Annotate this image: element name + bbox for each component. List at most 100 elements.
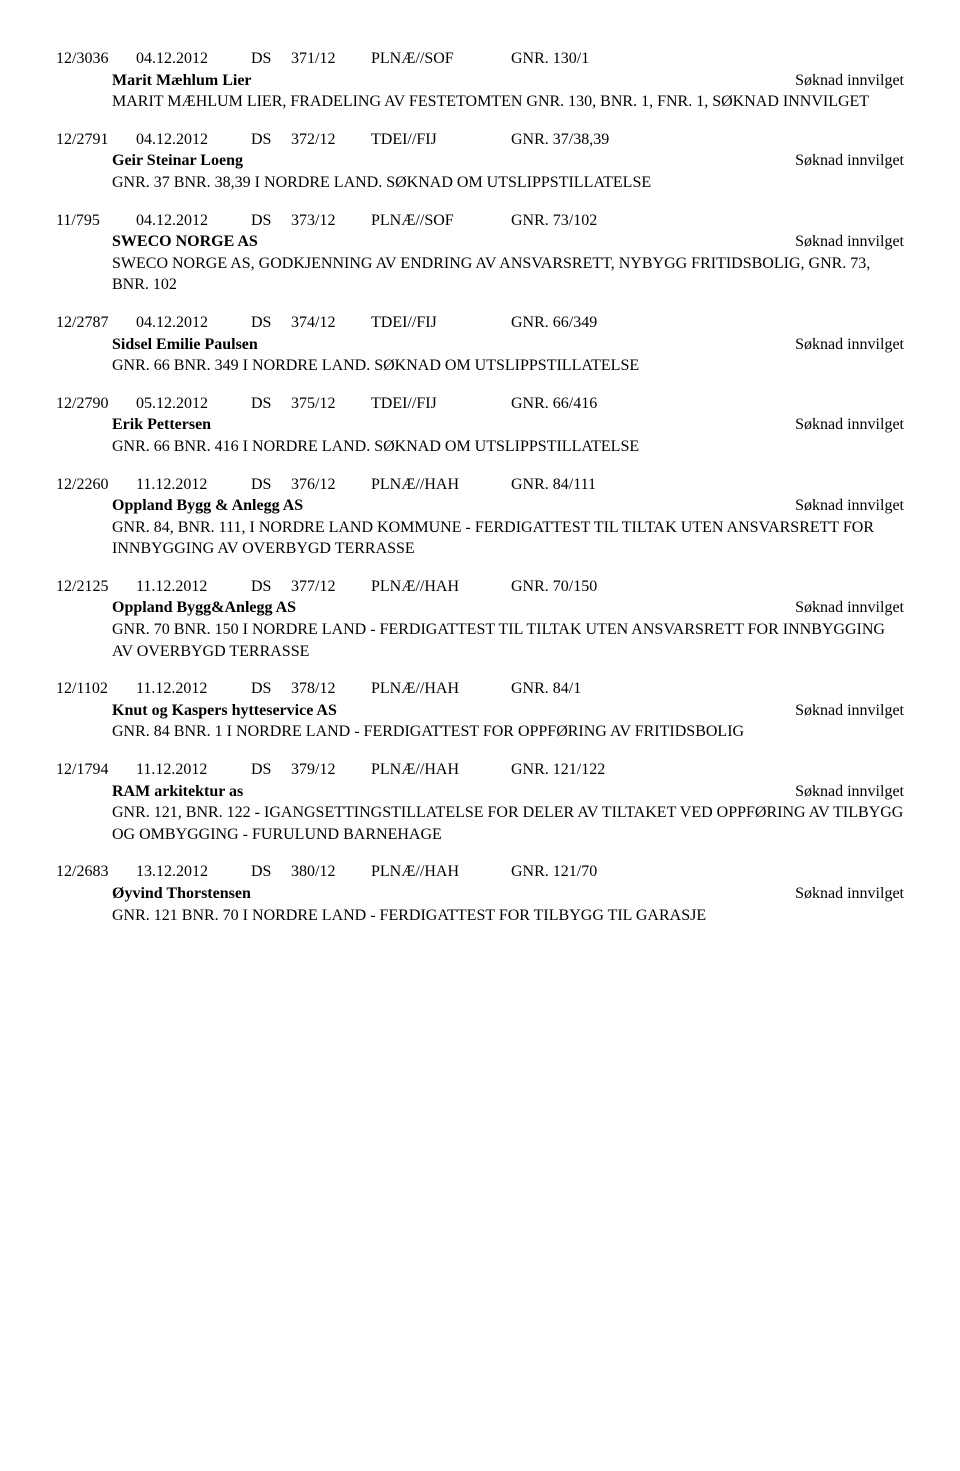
entry-number: 373/12 xyxy=(291,210,371,232)
entry-status: Søknad innvilget xyxy=(795,597,904,619)
entry-applicant-row: Marit Mæhlum Lier Søknad innvilget xyxy=(112,70,904,92)
entry-dept: PLNÆ//SOF xyxy=(371,48,511,70)
entry-gnr: GNR. 37/38,39 xyxy=(511,129,904,151)
entry-applicant: SWECO NORGE AS xyxy=(112,231,258,253)
entry-status: Søknad innvilget xyxy=(795,700,904,722)
entry-body: Marit Mæhlum LierSøknad innvilgetMARIT M… xyxy=(56,70,904,113)
entry-case: 12/2790 xyxy=(56,393,136,415)
entry-description: GNR. 84 BNR. 1 I NORDRE LAND - FERDIGATT… xyxy=(112,721,904,743)
entry-number: 378/12 xyxy=(291,678,371,700)
entry-case: 12/2683 xyxy=(56,861,136,883)
entry-applicant: Oppland Bygg & Anlegg AS xyxy=(112,495,303,517)
entry-description: GNR. 66 BNR. 349 I NORDRE LAND. SØKNAD O… xyxy=(112,355,904,377)
entry-description: GNR. 66 BNR. 416 I NORDRE LAND. SØKNAD O… xyxy=(112,436,904,458)
entry-number: 377/12 xyxy=(291,576,371,598)
entry-gnr: GNR. 70/150 xyxy=(511,576,904,598)
entry-header-row: 12/110211.12.2012DS378/12PLNÆ//HAHGNR. 8… xyxy=(56,678,904,700)
entry-status: Søknad innvilget xyxy=(795,150,904,172)
entry-description: GNR. 121, BNR. 122 - IGANGSETTINGSTILLAT… xyxy=(112,802,904,845)
entry-body: Oppland Bygg & Anlegg AS Søknad innvilget… xyxy=(56,495,904,560)
journal-entry: 12/279104.12.2012DS372/12TDEI//FIJGNR. 3… xyxy=(56,129,904,194)
entry-type: DS xyxy=(251,576,291,598)
entry-gnr: GNR. 130/1 xyxy=(511,48,904,70)
journal-entry: 12/268313.12.2012DS380/12PLNÆ//HAHGNR. 1… xyxy=(56,861,904,926)
entry-header-row: 12/303604.12.2012DS371/12PLNÆ//SOFGNR. 1… xyxy=(56,48,904,70)
entry-status: Søknad innvilget xyxy=(795,70,904,92)
entry-case: 12/2260 xyxy=(56,474,136,496)
entry-status: Søknad innvilget xyxy=(795,781,904,803)
entry-gnr: GNR. 66/349 xyxy=(511,312,904,334)
entry-number: 371/12 xyxy=(291,48,371,70)
entry-body: SWECO NORGE AS Søknad innvilgetSWECO NORG… xyxy=(56,231,904,296)
entry-dept: PLNÆ//HAH xyxy=(371,474,511,496)
journal-entry: 12/303604.12.2012DS371/12PLNÆ//SOFGNR. 1… xyxy=(56,48,904,113)
entry-date: 13.12.2012 xyxy=(136,861,251,883)
entry-header-row: 12/279104.12.2012DS372/12TDEI//FIJGNR. 3… xyxy=(56,129,904,151)
entry-type: DS xyxy=(251,48,291,70)
entry-status: Søknad innvilget xyxy=(795,495,904,517)
entry-header-row: 12/278704.12.2012DS374/12TDEI//FIJGNR. 6… xyxy=(56,312,904,334)
entry-date: 04.12.2012 xyxy=(136,129,251,151)
entry-status: Søknad innvilget xyxy=(795,414,904,436)
entry-number: 376/12 xyxy=(291,474,371,496)
journal-entry: 12/212511.12.2012DS377/12PLNÆ//HAHGNR. 7… xyxy=(56,576,904,662)
entry-case: 12/2125 xyxy=(56,576,136,598)
entry-description: SWECO NORGE AS, GODKJENNING AV ENDRING A… xyxy=(112,253,904,296)
entry-applicant-row: Sidsel Emilie PaulsenSøknad innvilget xyxy=(112,334,904,356)
entry-header-row: 12/268313.12.2012DS380/12PLNÆ//HAHGNR. 1… xyxy=(56,861,904,883)
entry-status: Søknad innvilget xyxy=(795,231,904,253)
journal-entry: 12/279005.12.2012DS375/12TDEI//FIJGNR. 6… xyxy=(56,393,904,458)
entry-applicant: RAM arkitektur as xyxy=(112,781,243,803)
entry-header-row: 12/279005.12.2012DS375/12TDEI//FIJGNR. 6… xyxy=(56,393,904,415)
entry-body: Erik PettersenSøknad innvilgetGNR. 66 BN… xyxy=(56,414,904,457)
entry-applicant: Øyvind Thorstensen xyxy=(112,883,251,905)
journal-entry: 12/179411.12.2012DS379/12PLNÆ//HAHGNR. 1… xyxy=(56,759,904,845)
entry-number: 372/12 xyxy=(291,129,371,151)
entry-applicant: Geir Steinar Loeng xyxy=(112,150,243,172)
entry-body: Geir Steinar Loeng Søknad innvilgetGNR. 3… xyxy=(56,150,904,193)
entry-type: DS xyxy=(251,861,291,883)
entry-applicant: Marit Mæhlum Lier xyxy=(112,70,252,92)
entry-dept: PLNÆ//HAH xyxy=(371,678,511,700)
entry-number: 375/12 xyxy=(291,393,371,415)
entry-gnr: GNR. 84/1 xyxy=(511,678,904,700)
entry-dept: PLNÆ//SOF xyxy=(371,210,511,232)
entry-applicant-row: Øyvind Thorstensen Søknad innvilget xyxy=(112,883,904,905)
entry-dept: TDEI//FIJ xyxy=(371,312,511,334)
entry-header-row: 12/212511.12.2012DS377/12PLNÆ//HAHGNR. 7… xyxy=(56,576,904,598)
entry-date: 05.12.2012 xyxy=(136,393,251,415)
entry-gnr: GNR. 121/70 xyxy=(511,861,904,883)
entry-gnr: GNR. 84/111 xyxy=(511,474,904,496)
entry-date: 04.12.2012 xyxy=(136,210,251,232)
entry-applicant-row: RAM arkitektur as Søknad innvilget xyxy=(112,781,904,803)
journal-entry: 12/278704.12.2012DS374/12TDEI//FIJGNR. 6… xyxy=(56,312,904,377)
entry-gnr: GNR. 121/122 xyxy=(511,759,904,781)
entry-date: 04.12.2012 xyxy=(136,48,251,70)
entry-description: GNR. 37 BNR. 38,39 I NORDRE LAND. SØKNAD… xyxy=(112,172,904,194)
entry-applicant-row: Geir Steinar Loeng Søknad innvilget xyxy=(112,150,904,172)
entry-applicant: Knut og Kaspers hytteservice AS xyxy=(112,700,337,722)
entry-case: 12/1102 xyxy=(56,678,136,700)
journal-entry: 11/79504.12.2012DS373/12PLNÆ//SOFGNR. 73… xyxy=(56,210,904,296)
entry-applicant: Oppland Bygg&Anlegg AS xyxy=(112,597,296,619)
entry-applicant-row: SWECO NORGE AS Søknad innvilget xyxy=(112,231,904,253)
entry-type: DS xyxy=(251,474,291,496)
entry-type: DS xyxy=(251,759,291,781)
entry-gnr: GNR. 73/102 xyxy=(511,210,904,232)
document-body: 12/303604.12.2012DS371/12PLNÆ//SOFGNR. 1… xyxy=(56,48,904,926)
entry-status: Søknad innvilget xyxy=(795,883,904,905)
entry-header-row: 12/226011.12.2012DS376/12PLNÆ//HAHGNR. 8… xyxy=(56,474,904,496)
entry-number: 374/12 xyxy=(291,312,371,334)
entry-type: DS xyxy=(251,678,291,700)
entry-description: GNR. 84, BNR. 111, I NORDRE LAND KOMMUNE… xyxy=(112,517,904,560)
entry-number: 379/12 xyxy=(291,759,371,781)
entry-body: Øyvind ThorstensenSøknad innvilgetGNR. 1… xyxy=(56,883,904,926)
entry-applicant-row: Oppland Bygg & Anlegg AS Søknad innvilget xyxy=(112,495,904,517)
entry-status: Søknad innvilget xyxy=(795,334,904,356)
entry-case: 12/2787 xyxy=(56,312,136,334)
entry-case: 12/3036 xyxy=(56,48,136,70)
entry-applicant-row: Erik PettersenSøknad innvilget xyxy=(112,414,904,436)
entry-case: 11/795 xyxy=(56,210,136,232)
entry-number: 380/12 xyxy=(291,861,371,883)
entry-case: 12/2791 xyxy=(56,129,136,151)
